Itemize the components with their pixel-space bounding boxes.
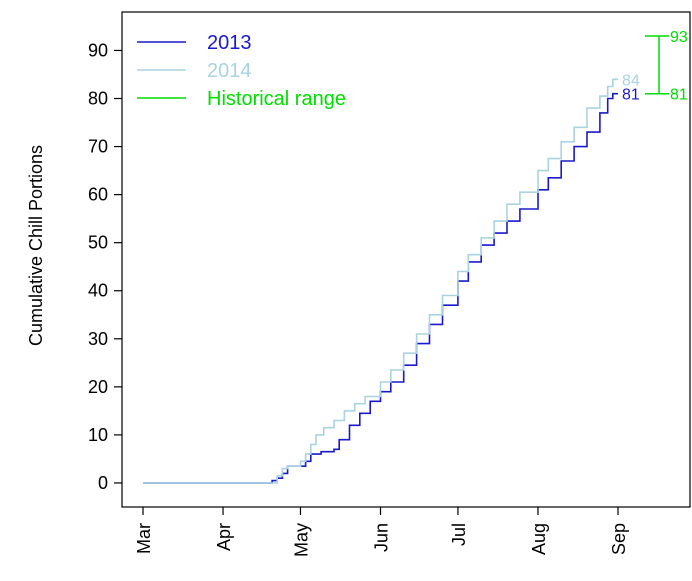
historical-range-marker: 93 81	[645, 29, 688, 104]
y-axis: 0 10 20 30 40 50 60 70 80 90	[88, 40, 122, 493]
plot-frame	[121, 11, 691, 508]
x-tick-label: Jun	[372, 523, 392, 552]
legend-label: 2014	[207, 60, 252, 82]
y-tick-label: 10	[88, 425, 108, 445]
y-tick-label: 50	[88, 233, 108, 253]
y-tick-label: 60	[88, 185, 108, 205]
series-line-2014	[143, 78, 618, 484]
legend-label: 2013	[207, 32, 252, 54]
y-tick-label: 0	[98, 473, 108, 493]
y-tick-label: 20	[88, 377, 108, 397]
y-tick-label: 40	[88, 281, 108, 301]
y-tick-label: 70	[88, 137, 108, 157]
x-axis: Mar Apr May Jun Jul Aug Sep	[134, 507, 629, 557]
series-end-label-2013: 81	[622, 87, 640, 104]
y-tick-label: 90	[88, 40, 108, 60]
series-line-2013	[143, 92, 618, 484]
legend: 2013 2014 Historical range	[137, 32, 346, 110]
x-tick-label: Aug	[529, 523, 549, 555]
range-max-label: 93	[670, 29, 688, 46]
x-tick-label: Jul	[449, 523, 469, 546]
y-axis-label: Cumulative Chill Portions	[26, 145, 46, 346]
series-end-label-2014: 84	[622, 72, 640, 89]
range-min-label: 81	[670, 87, 688, 104]
x-tick-label: Apr	[214, 523, 234, 551]
y-tick-label: 30	[88, 329, 108, 349]
x-tick-label: Mar	[134, 523, 154, 554]
y-tick-label: 80	[88, 89, 108, 109]
legend-label: Historical range	[207, 88, 346, 110]
x-tick-label: Sep	[609, 523, 629, 555]
x-tick-label: May	[291, 523, 311, 557]
